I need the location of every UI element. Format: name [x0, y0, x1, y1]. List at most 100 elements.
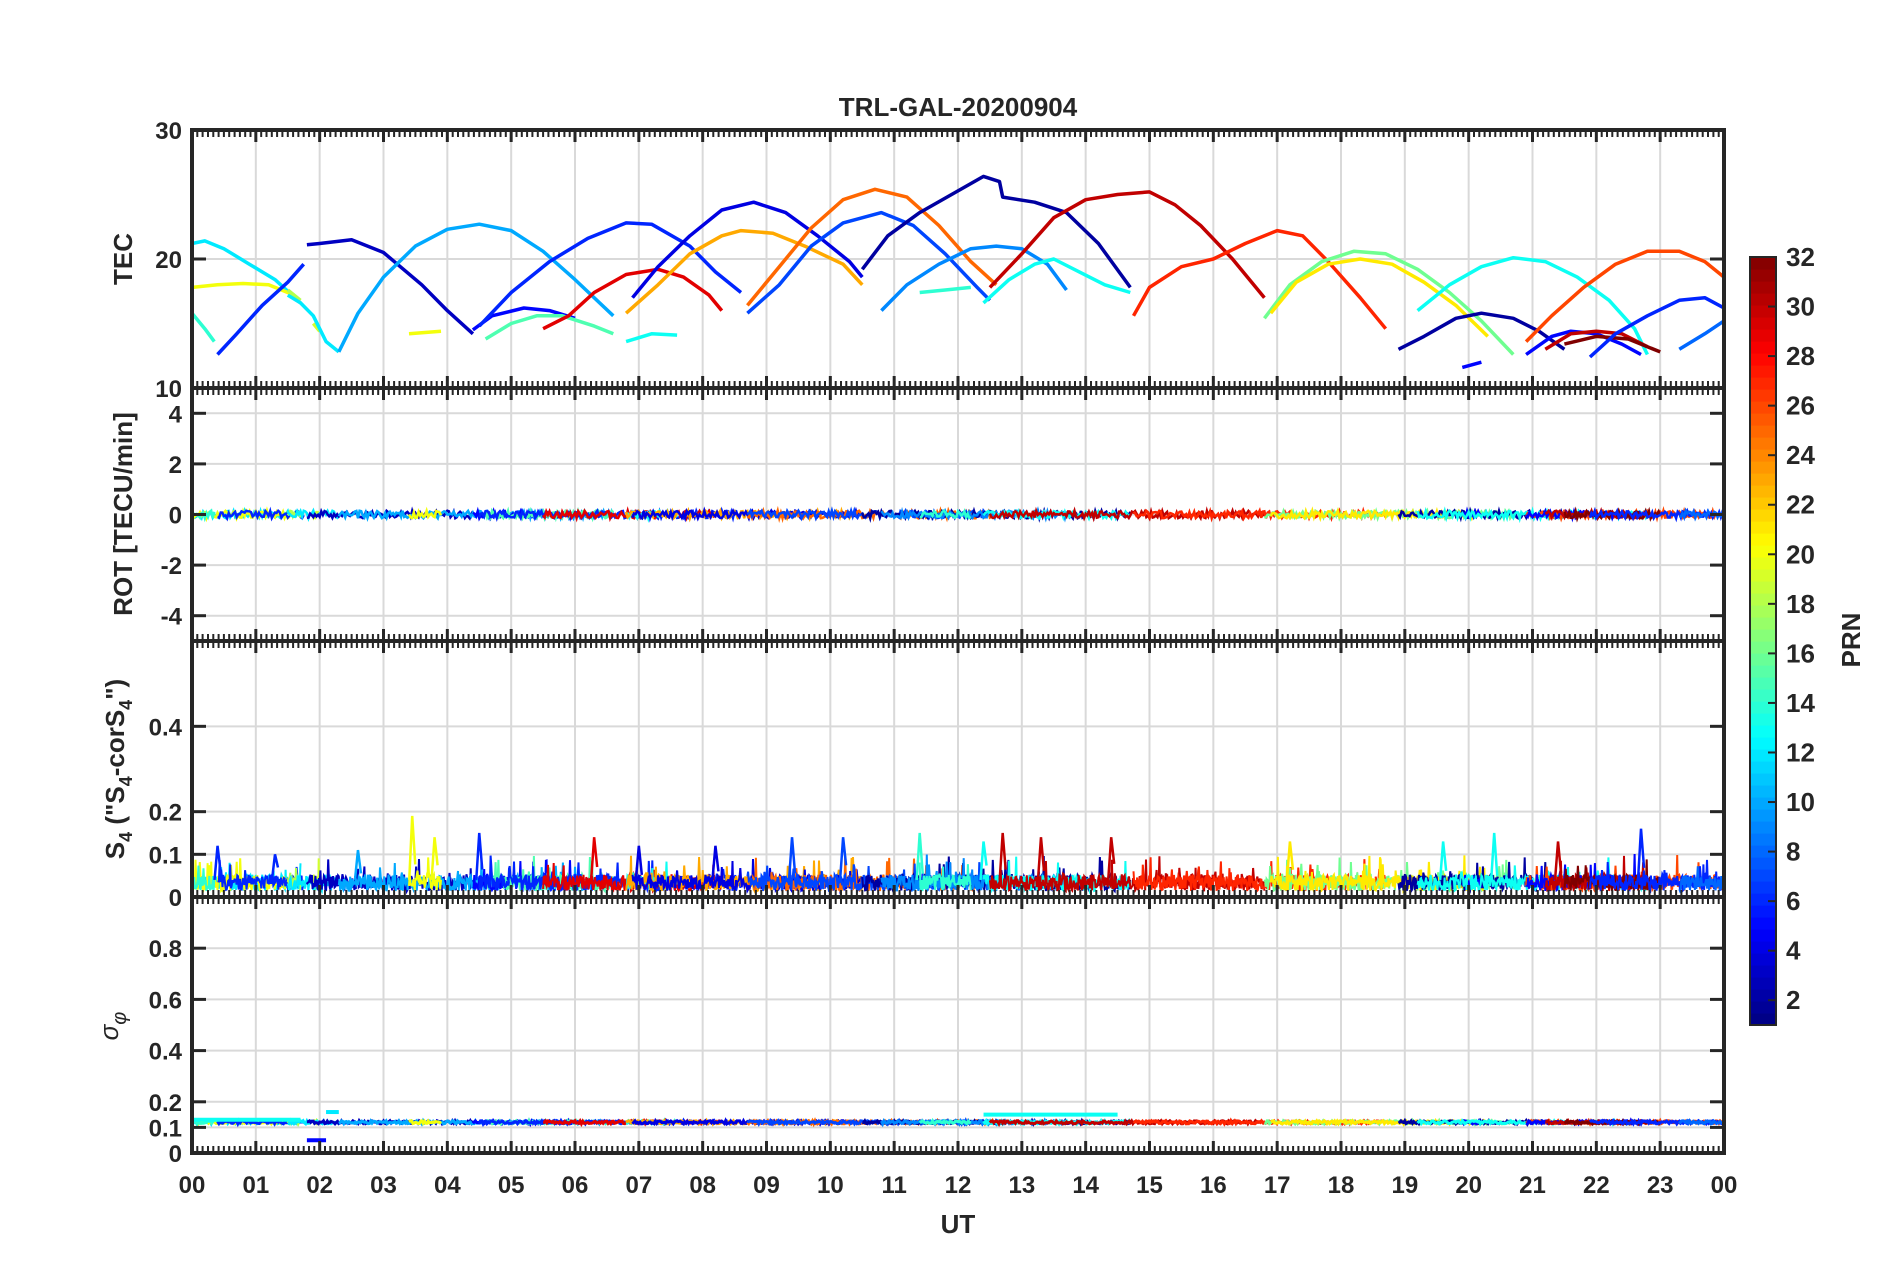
colorbar-swatch: [1750, 257, 1776, 270]
s4-spike: [1438, 841, 1448, 881]
colorbar-swatch: [1750, 917, 1776, 930]
x-tick-label: 13: [1008, 1172, 1035, 1199]
s4-spike: [1553, 841, 1563, 881]
rot-series-prn-20: [407, 506, 443, 520]
colorbar-swatch: [1750, 641, 1776, 654]
colorbar-tick-label: 22: [1786, 490, 1815, 520]
s4-spike: [270, 854, 280, 881]
colorbar-tick-label: 20: [1786, 539, 1815, 569]
colorbar-swatch: [1750, 521, 1776, 534]
colorbar-swatch: [1750, 569, 1776, 582]
colorbar-tick-label: 24: [1786, 440, 1815, 470]
s4-series-prn-14: [918, 862, 972, 893]
y-tick-label: 0.6: [149, 987, 182, 1014]
colorbar-swatch: [1750, 365, 1776, 378]
colorbar-swatch: [1750, 749, 1776, 762]
s4-series-prn-20: [408, 857, 442, 891]
colorbar-swatch: [1750, 581, 1776, 594]
tec-series-prn-26: [1524, 249, 1724, 343]
tec-series-prn-13: [982, 257, 1131, 305]
tec-series-prn-14: [919, 285, 971, 295]
colorbar-swatch: [1750, 305, 1776, 318]
y-tick-label: 4: [169, 401, 183, 428]
s4-ylabel: S4 ("S4-corS4"): [100, 679, 136, 859]
rot-series-prn-6: [217, 506, 305, 522]
panel-frame: [190, 895, 1726, 1155]
x-tick-label: 00: [1711, 1172, 1738, 1199]
x-tick-label: 21: [1519, 1172, 1546, 1199]
colorbar-swatch: [1750, 473, 1776, 486]
tec-series-prn-13: [1416, 255, 1649, 356]
tec-series-prn-6: [1588, 295, 1724, 359]
y-tick-label: 0.1: [149, 842, 182, 869]
x-tick-label: 12: [945, 1172, 972, 1199]
colorbar-swatch: [1750, 869, 1776, 882]
colorbar-swatch: [1750, 317, 1776, 330]
tec-series-prn-3: [306, 237, 475, 336]
tec-series-prn-5: [1461, 360, 1482, 370]
x-tick-label: 02: [306, 1172, 333, 1199]
colorbar-swatch: [1750, 797, 1776, 810]
x-tick-label: 05: [498, 1172, 525, 1199]
s4-spike: [475, 832, 484, 881]
y-tick-label: 10: [155, 376, 182, 403]
colorbar-swatch: [1750, 725, 1776, 738]
y-tick-label: 0: [169, 1141, 182, 1168]
colorbar-label: PRN: [1836, 613, 1866, 668]
colorbar-swatch: [1750, 533, 1776, 546]
s4-series-prn-8: [1678, 866, 1724, 894]
colorbar-tick-label: 32: [1786, 242, 1815, 272]
x-tick-label: 00: [179, 1172, 206, 1199]
sigma-phi-ylabel: σφ: [94, 1012, 131, 1041]
colorbar-swatch: [1750, 929, 1776, 942]
colorbar-swatch: [1750, 737, 1776, 750]
x-tick-label: 19: [1391, 1172, 1418, 1199]
colorbar-tick-label: 12: [1786, 737, 1815, 767]
x-tick-label: 08: [689, 1172, 716, 1199]
y-tick-label: 0: [169, 503, 182, 530]
colorbar-swatch: [1750, 269, 1776, 282]
sigma-series-prn-14: [918, 1117, 972, 1126]
colorbar-swatch: [1750, 425, 1776, 438]
y-tick-label: 0.8: [149, 936, 182, 963]
tec-series-prn-20: [408, 329, 442, 336]
colorbar-tick-label: 6: [1786, 886, 1800, 916]
tec-series-prn-12: [286, 293, 340, 354]
y-tick-label: 0.1: [149, 1115, 182, 1142]
tec-series-prn-6: [216, 263, 306, 356]
colorbar-tick-label: 10: [1786, 787, 1815, 817]
colorbar-tick-label: 26: [1786, 391, 1815, 421]
colorbar-swatch: [1750, 941, 1776, 954]
colorbar-swatch: [1750, 1013, 1776, 1026]
colorbar-tick-label: 28: [1786, 341, 1815, 371]
s4-spike: [353, 849, 363, 881]
colorbar-swatch: [1750, 413, 1776, 426]
tec-series-prn-2: [860, 174, 1132, 289]
s4-spike: [1106, 837, 1116, 881]
colorbar-swatch: [1750, 821, 1776, 834]
tec-series-prn-7: [746, 210, 992, 315]
tec-series-prn-25: [746, 187, 998, 307]
colorbar-swatch: [1750, 293, 1776, 306]
s4-series-prn-14: [192, 865, 216, 892]
s4-spike: [1636, 828, 1646, 881]
tec-series-prn-14: [192, 312, 216, 343]
colorbar-swatch: [1750, 809, 1776, 822]
tec-series-prn-23: [624, 228, 864, 315]
colorbar-swatch: [1750, 701, 1776, 714]
tec-series-prn-15: [484, 314, 614, 341]
colorbar-swatch: [1750, 617, 1776, 630]
tec-series-prn-20: [192, 281, 295, 297]
colorbar-tick-label: 14: [1786, 688, 1815, 718]
colorbar-swatch: [1750, 341, 1776, 354]
tec-series-prn-30: [988, 190, 1266, 299]
colorbar-swatch: [1750, 653, 1776, 666]
tec-series-prn-2: [1397, 311, 1566, 351]
colorbar-swatch: [1750, 545, 1776, 558]
colorbar-swatch: [1750, 965, 1776, 978]
x-tick-label: 22: [1583, 1172, 1610, 1199]
y-tick-label: 0.2: [149, 1090, 182, 1117]
s4-spike: [407, 815, 417, 880]
y-tick-label: 2: [169, 452, 182, 479]
